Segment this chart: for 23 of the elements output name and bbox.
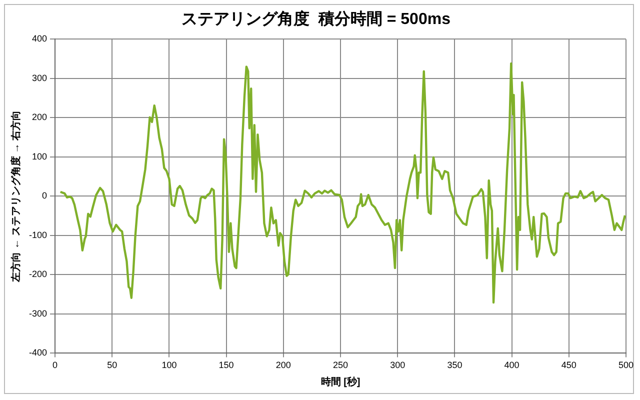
x-tick-label: 200 <box>276 360 291 370</box>
y-tick-label: 200 <box>32 112 48 122</box>
y-tick-label: 0 <box>42 190 48 201</box>
x-tick-label: 500 <box>618 360 634 370</box>
y-tick-label: 100 <box>32 151 48 162</box>
y-tick-label: 300 <box>32 72 48 83</box>
x-tick-label: 250 <box>332 360 348 370</box>
y-tick-label: 400 <box>32 34 48 44</box>
y-tick-label: -100 <box>29 230 48 240</box>
y-tick-label: -400 <box>29 348 48 358</box>
x-tick-label: 0 <box>52 360 58 370</box>
x-axis-title: 時間 [秒] <box>320 376 360 388</box>
x-tick-label: 300 <box>390 360 406 370</box>
y-axis-title: 左方向 ← ステアリング角度 → 右方向 <box>10 110 22 283</box>
chart-title: ステアリング角度 積分時間 = 500ms <box>182 9 451 28</box>
x-tick-label: 50 <box>107 360 118 370</box>
x-tick-label: 100 <box>162 360 177 370</box>
x-tick-label: 150 <box>218 360 234 370</box>
x-tick-label: 450 <box>561 360 576 370</box>
y-tick-label: -300 <box>29 308 48 318</box>
x-tick-label: 400 <box>504 360 520 370</box>
y-tick-label: -200 <box>29 269 48 280</box>
x-tick-label: 350 <box>447 360 462 370</box>
